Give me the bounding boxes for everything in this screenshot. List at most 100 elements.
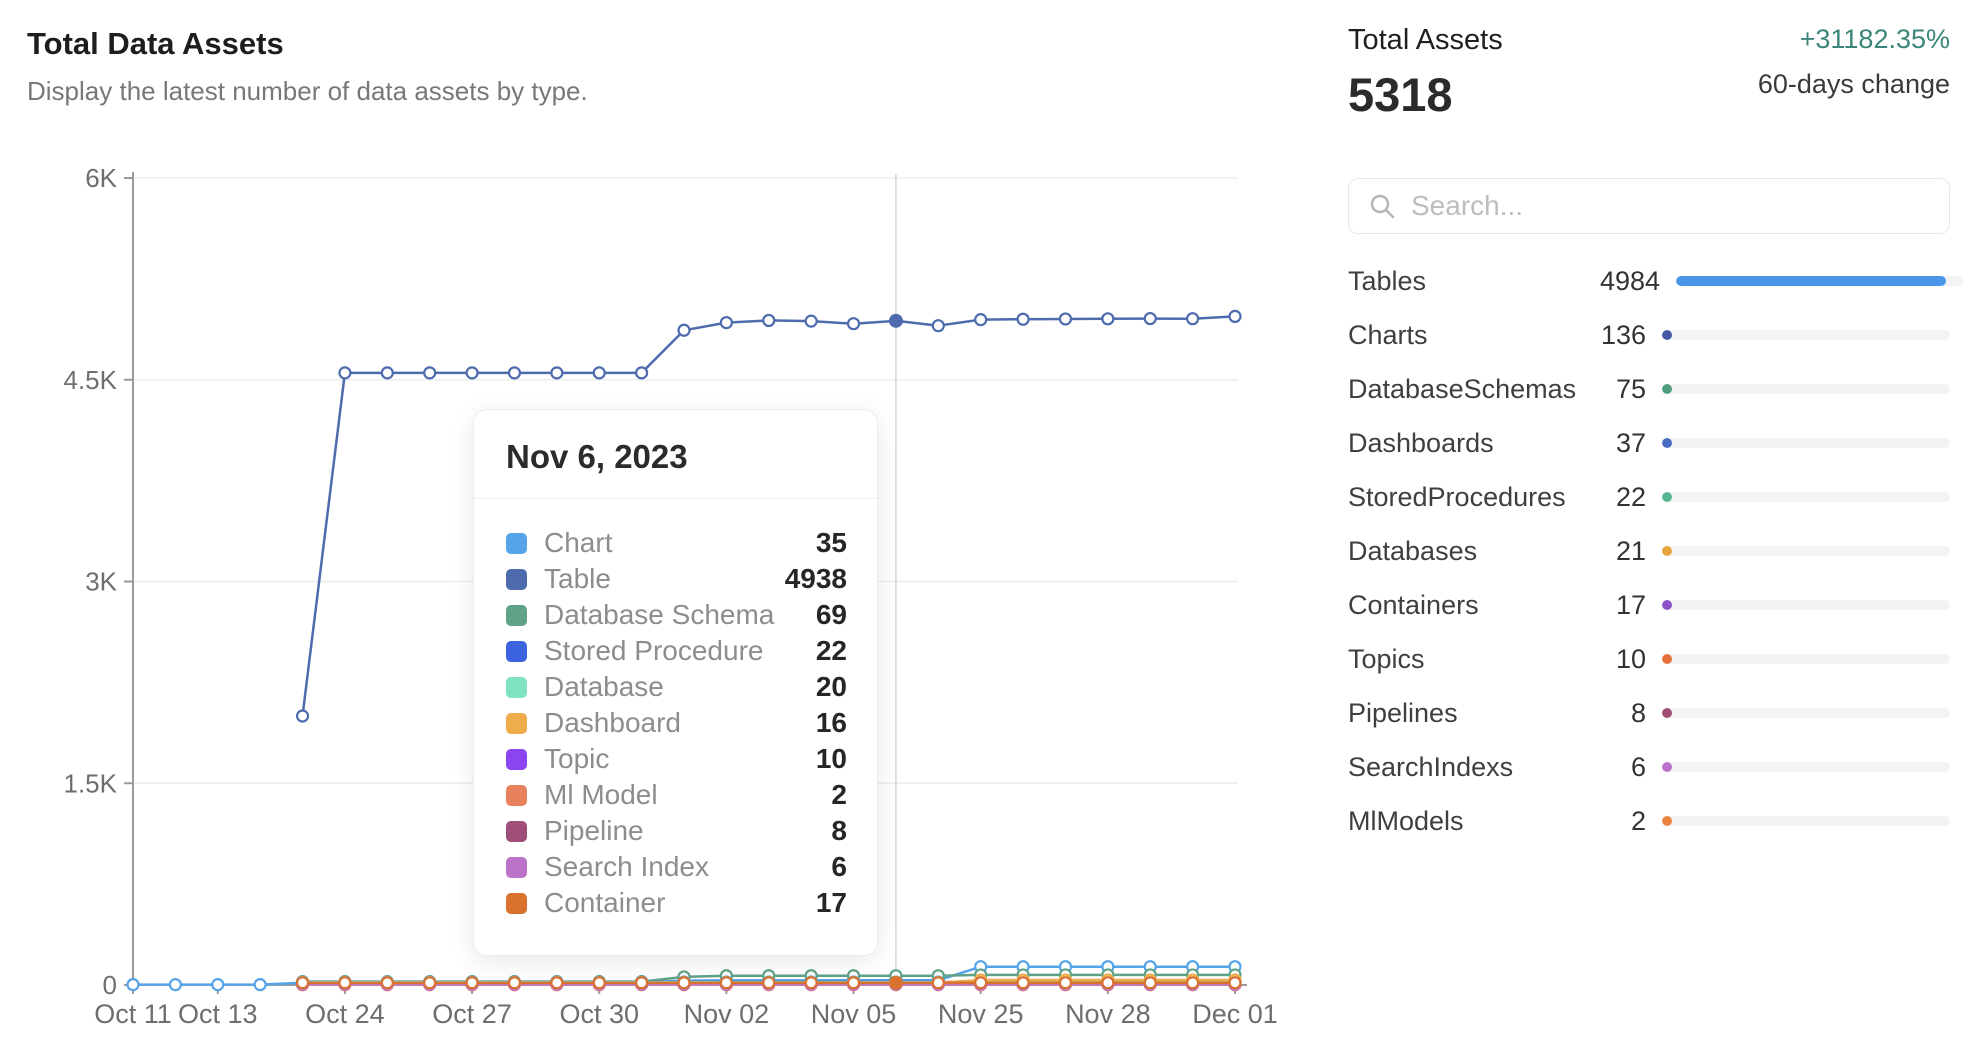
series-label: Dashboard [544,707,681,738]
x-axis-tick-label: Nov 02 [684,999,770,1029]
asset-type-row[interactable]: Topics 10 [1348,632,1950,686]
data-point-marker [719,976,733,990]
asset-type-row[interactable]: MlModels 2 [1348,794,1950,848]
x-axis-tick-label: Dec 01 [1192,999,1278,1029]
asset-type-count: 21 [1615,535,1646,566]
data-point-marker [295,709,310,723]
asset-bar-track [1662,438,1950,448]
series-color-swatch [506,892,527,914]
asset-bar-fill [1662,330,1672,340]
asset-type-label: DatabaseSchemas [1348,373,1577,404]
data-point-marker [465,366,479,380]
series-color-swatch [506,640,527,662]
data-point-marker [804,976,818,990]
data-point-marker [762,313,776,328]
asset-type-label: MlModels [1348,805,1464,836]
data-point-marker [550,366,564,380]
asset-type-row[interactable]: Pipelines 8 [1348,686,1950,740]
assets-line-chart[interactable]: 0 1.5K 3K 4.5K 6K Oct 11 Oct 13 Oct 24 Oct 27 Oct… [0,0,1340,1050]
y-axis-tick-label: 6K [85,163,117,193]
tooltip-row: Table 4938 [506,561,847,597]
asset-bar-track [1662,654,1950,664]
data-point-marker [1016,976,1030,990]
chart-tooltip: Nov 6, 2023 Chart 35 Table 4938 Database… [473,409,878,956]
tooltip-row: Database Schema 69 [506,597,847,633]
asset-bar-track [1676,276,1965,286]
data-point-marker [423,976,437,990]
data-point-marker [635,366,649,380]
asset-type-row[interactable]: DatabaseSchemas 75 [1348,362,1950,416]
asset-type-row[interactable]: Charts 136 [1348,308,1950,362]
data-point-marker [168,977,182,992]
asset-type-count: 10 [1615,643,1646,674]
asset-type-row[interactable]: Databases 21 [1348,524,1950,578]
series-value: 20 [815,671,847,702]
data-point-marker [380,366,394,380]
asset-bar-track [1662,492,1950,502]
asset-type-label: Dashboards [1348,427,1494,458]
change-percent: +31182.35% [1799,24,1950,54]
tooltip-divider [474,498,877,499]
series-value: 69 [815,599,847,630]
asset-type-count: 4984 [1600,265,1661,296]
tooltip-date: Nov 6, 2023 [506,438,688,475]
x-axis-tick-label: Nov 28 [1065,999,1151,1029]
change-period-label: 60-days change [1757,69,1950,99]
asset-search-box[interactable] [1348,178,1950,234]
data-point-marker [295,976,310,990]
asset-type-count: 2 [1630,805,1646,836]
data-point-marker [1143,976,1157,990]
data-point-marker [380,976,394,990]
asset-type-label: Charts [1348,319,1428,350]
series-value: 16 [815,707,847,738]
data-point-marker [507,366,522,380]
asset-type-row[interactable]: SearchIndexs 6 [1348,740,1950,794]
page-subtitle: Display the latest number of data assets… [27,76,588,106]
series-label: Ml Model [544,779,658,810]
tooltip-row: Topic 10 [506,741,847,777]
asset-type-row[interactable]: Tables 4984 [1348,254,1965,308]
tooltip-rows: Chart 35 Table 4938 Database Schema 69 S… [474,499,877,955]
series-color-swatch [506,532,527,554]
data-point-marker [846,976,861,990]
tooltip-row: Dashboard 16 [506,705,847,741]
summary-panel: Total Assets 5318 +31182.35% 60-days cha… [1348,24,1950,122]
asset-type-row[interactable]: Containers 17 [1348,578,1950,632]
y-axis-tick-label: 4.5K [64,365,118,395]
asset-bar-track [1662,330,1950,340]
asset-bar-fill [1662,492,1672,502]
x-axis-tick-label: Oct 30 [559,999,639,1029]
tooltip-row: Ml Model 2 [506,777,847,813]
series-value: 17 [815,887,847,918]
asset-type-count: 136 [1600,319,1646,350]
series-label: Table [544,563,611,594]
data-point-marker [846,317,861,331]
y-axis-tick-label: 3K [85,567,117,597]
series-color-swatch [506,856,527,878]
series-label: Database [544,671,664,702]
data-point-marker [974,976,988,990]
tooltip-row: Database 20 [506,669,847,705]
asset-type-label: Databases [1348,535,1478,566]
tooltip-row: Container 17 [506,885,847,921]
series-label: Search Index [544,851,709,882]
series-label: Pipeline [544,815,644,846]
data-point-marker [1101,312,1115,326]
total-assets-value: 5318 [1348,68,1453,121]
data-point-marker [677,976,691,990]
search-input[interactable] [1409,189,1949,223]
asset-type-row[interactable]: Dashboards 37 [1348,416,1950,470]
asset-bar-fill [1662,762,1672,772]
x-axis-tick-label: Oct 27 [432,999,512,1029]
asset-bar-fill [1662,546,1672,556]
series-value: 4938 [784,563,847,594]
asset-type-label: Tables [1348,265,1427,296]
series-color-swatch [506,676,527,698]
tooltip-row: Chart 35 [506,525,847,561]
y-axis-tick-label: 1.5K [64,768,118,798]
series-value: 35 [815,527,847,558]
asset-type-row[interactable]: StoredProcedures 22 [1348,470,1950,524]
data-point-marker [1101,976,1115,990]
tooltip-row: Search Index 6 [506,849,847,885]
